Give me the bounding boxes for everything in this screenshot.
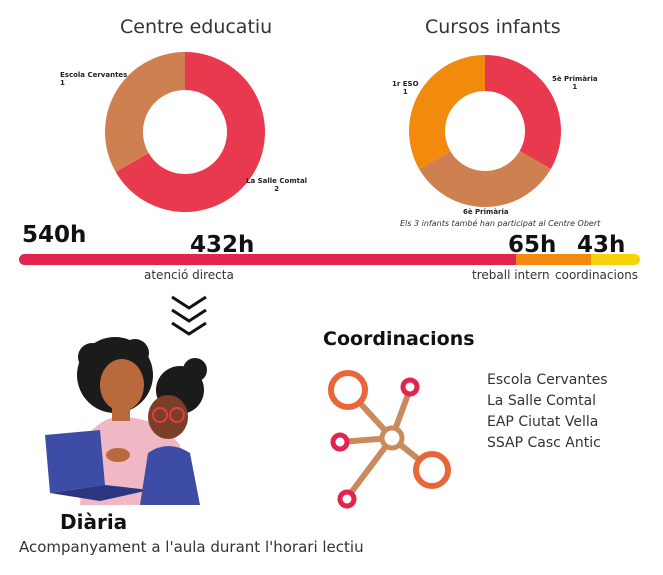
donut-cursos-infants [409,55,561,207]
hours-segment-coordinacions [590,254,640,265]
list-item: EAP Ciutat Vella [487,414,599,430]
list-item: SSAP Casc Antic [487,435,601,451]
slice-label-name: 1r ESO [392,80,419,88]
slice-label-name: Escola Cervantes [60,71,128,79]
hours-segment-atencio-directa [19,254,516,265]
donut-slice-6e-primaria [419,151,551,207]
donut-slice-1r-eso [409,55,485,169]
hours-coordinacions: 43h [577,232,626,258]
hours-segment-treball-intern [515,254,591,265]
slice-label-name: 6è Primària [463,208,509,216]
donut-slice-la-salle-comtal [115,52,265,212]
label-atencio-directa: atenció directa [144,268,234,282]
coordinacions-title: Coordinacions [323,328,475,350]
label-treball-intern: treball intern [472,268,550,282]
donut-slice-escola-cervantes [105,52,185,172]
label-coordinacions: coordinacions [555,268,639,282]
network-icon [328,370,451,509]
chart-note: Els 3 infants també han participat al Ce… [400,219,601,228]
hours-bar [19,254,640,265]
triple-chevron-down-icon [171,295,207,336]
hours-treball-intern: 65h [508,232,557,258]
coordinacions-list: Escola Cervantes La Salle Comtal EAP Ciu… [487,370,608,454]
mother-child-laptop-illustration [45,337,207,505]
donut-slice-5e-primaria [485,55,561,169]
slice-label-value: 1 [572,83,578,91]
list-item: La Salle Comtal [487,393,597,409]
slice-label-value: 1 [402,88,408,96]
chart-title-centre: Centre educatiu [120,16,273,38]
donut-centre-educatiu [105,52,265,212]
slice-label-value: 1 [60,79,65,87]
chart-title-cursos: Cursos infants [425,16,561,38]
diaria-description: Acompanyament a l'aula durant l'horari l… [19,538,364,556]
slice-label-name: 5è Primària [552,75,598,83]
slice-label-1r-eso: 1r ESO 1 [392,80,419,96]
slice-label-6e-primaria: 6è Primària [463,208,509,216]
slice-label-value: 2 [274,185,279,193]
hours-atencio-directa: 432h [190,232,255,258]
slice-label-name: La Salle Comtal [246,177,308,185]
list-item: Escola Cervantes [487,372,608,388]
slice-label-5e-primaria: 5è Primària 1 [552,75,598,91]
total-hours: 540h [22,222,87,248]
diaria-title: Diària [60,510,128,534]
slice-label-la-salle: La Salle Comtal 2 [246,177,307,193]
slice-label-escola-cervantes: Escola Cervantes 1 [60,71,127,87]
